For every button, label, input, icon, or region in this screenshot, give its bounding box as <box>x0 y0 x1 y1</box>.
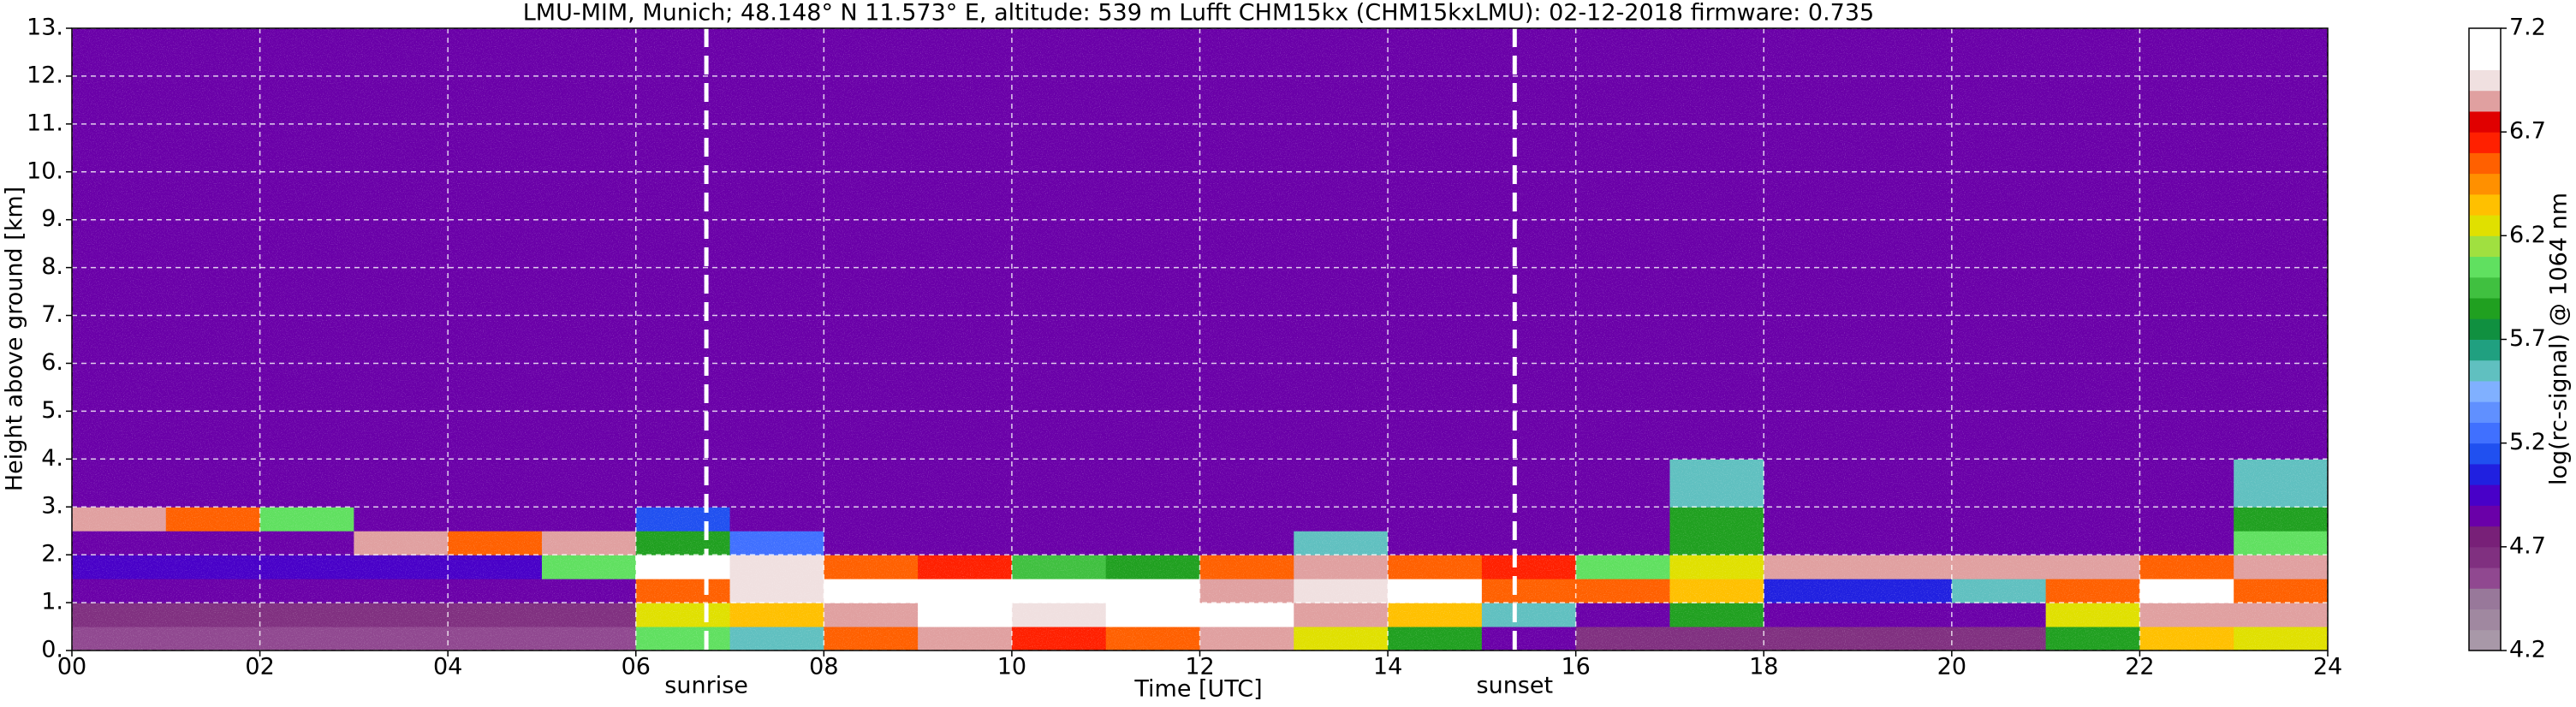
colorbar-segment <box>2469 90 2501 112</box>
y-tick-label: 7. <box>41 301 63 328</box>
chart-title: LMU-MIM, Munich; 48.148° N 11.573° E, al… <box>523 0 1874 27</box>
y-tick-label: 5. <box>41 397 63 424</box>
colorbar-segment <box>2469 132 2501 153</box>
colorbar-tick-label: 5.2 <box>2509 429 2546 455</box>
colorbar-tick-label: 7.2 <box>2509 15 2546 41</box>
colorbar-segment <box>2469 422 2501 444</box>
x-tick-label: 14 <box>1373 654 1402 680</box>
y-tick-label: 12. <box>27 62 63 88</box>
y-tick-label: 1. <box>41 589 63 615</box>
y-tick-label: 6. <box>41 349 63 376</box>
x-tick-label: 16 <box>1561 654 1590 680</box>
colorbar-tick-label: 5.7 <box>2509 325 2546 352</box>
x-tick-label: 22 <box>2125 654 2154 680</box>
y-tick-label: 13. <box>27 15 63 41</box>
x-tick-label: 20 <box>1937 654 1966 680</box>
y-axis-label: Height above ground [km] <box>2 187 28 491</box>
colorbar-segment <box>2469 359 2501 382</box>
colorbar-segment <box>2469 298 2501 319</box>
colorbar-tick-label: 4.7 <box>2509 532 2546 559</box>
colorbar-segment <box>2469 484 2501 506</box>
colorbar-segment <box>2469 276 2501 299</box>
colorbar-segment <box>2469 567 2501 589</box>
x-axis-label: Time [UTC] <box>1133 676 1262 703</box>
x-tick-label: 00 <box>57 654 86 680</box>
colorbar-tick-label: 6.2 <box>2509 222 2546 248</box>
colorbar-segment <box>2469 110 2501 133</box>
colorbar-segment <box>2469 401 2501 423</box>
colorbar-segment <box>2469 588 2501 610</box>
colorbar-segment <box>2469 173 2501 195</box>
colorbar-segment <box>2469 235 2501 258</box>
y-tick-label: 4. <box>41 445 63 472</box>
colorbar-segment <box>2469 339 2501 361</box>
x-tick-label: 04 <box>433 654 462 680</box>
x-tick-label: 02 <box>245 654 274 680</box>
y-tick-label: 9. <box>41 205 63 232</box>
colorbar-label: log(rc-signal) @ 1064 nm <box>2546 193 2573 485</box>
colorbar-segment <box>2469 463 2501 485</box>
colorbar-segment <box>2469 193 2501 216</box>
colorbar-tick-label: 6.7 <box>2509 118 2546 145</box>
colorbar-segment <box>2469 318 2501 340</box>
annotation-label: sunset <box>1477 673 1554 699</box>
plot-frame <box>71 27 2329 651</box>
colorbar-segment <box>2469 505 2501 527</box>
x-tick-label: 10 <box>997 654 1026 680</box>
x-tick-label: 08 <box>809 654 838 680</box>
x-tick-label: 24 <box>2313 654 2342 680</box>
y-tick-label: 3. <box>41 493 63 520</box>
y-tick-label: 8. <box>41 253 63 280</box>
colorbar-segment <box>2469 49 2501 70</box>
colorbar-segment <box>2469 629 2501 651</box>
annotation-label: sunrise <box>664 673 748 699</box>
colorbar-tick-label: 4.2 <box>2509 637 2546 663</box>
colorbar-segment <box>2469 215 2501 236</box>
colorbar-segment <box>2469 380 2501 402</box>
colorbar-segment <box>2469 526 2501 548</box>
colorbar-segment <box>2469 546 2501 568</box>
colorbar-segment <box>2469 443 2501 465</box>
colorbar-segment <box>2469 69 2501 92</box>
x-tick-label: 12 <box>1185 654 1214 680</box>
y-tick-label: 11. <box>27 110 63 136</box>
colorbar-segment <box>2469 256 2501 278</box>
y-tick-label: 2. <box>41 541 63 567</box>
colorbar-segment <box>2469 28 2501 50</box>
colorbar-segment <box>2469 609 2501 631</box>
y-tick-label: 10. <box>27 157 63 184</box>
colorbar-segment <box>2469 152 2501 175</box>
y-tick-label: 0. <box>41 637 63 663</box>
x-tick-label: 18 <box>1749 654 1778 680</box>
x-tick-label: 06 <box>622 654 651 680</box>
